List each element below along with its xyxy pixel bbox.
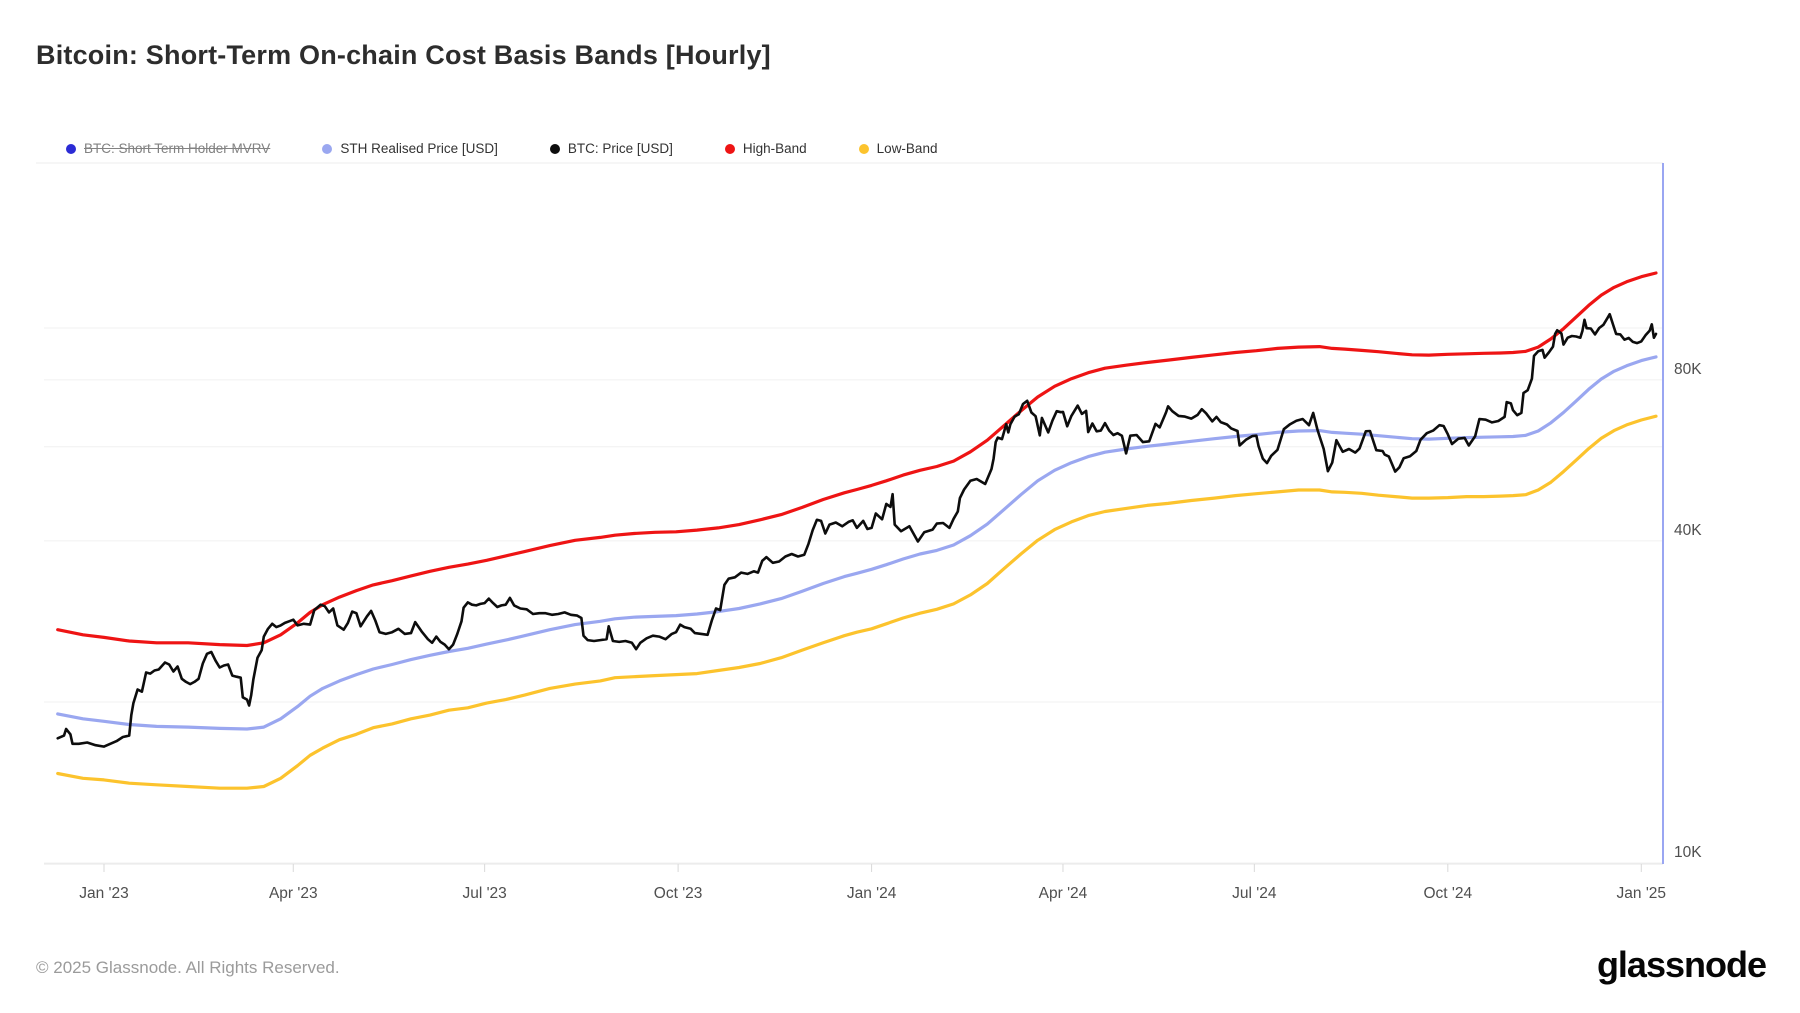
legend-color-dot (858, 143, 869, 154)
legend-label: High-Band (742, 141, 807, 156)
x-axis-label: Jan '25 (1617, 885, 1667, 902)
y-axis-label: 80K (1674, 361, 1702, 378)
legend-color-dot (724, 143, 735, 154)
legend-item-high-band[interactable]: High-Band (724, 141, 807, 156)
y-axis-label: 40K (1674, 522, 1702, 539)
legend-label: BTC: Short Term Holder MVRV (84, 141, 271, 156)
chart-legend: BTC: Short Term Holder MVRV STH Realised … (66, 141, 937, 156)
legend-item-btc-price-usd[interactable]: BTC: Price [USD] (549, 141, 673, 156)
legend-color-dot (66, 143, 76, 154)
legend-label: Low-Band (876, 141, 938, 156)
legend-item-low-band[interactable]: Low-Band (858, 141, 938, 156)
x-axis-label: Oct '24 (1424, 885, 1473, 902)
legend-color-dot (549, 143, 560, 154)
x-axis-label: Jul '24 (1232, 885, 1277, 902)
x-axis-label: Jan '24 (847, 885, 897, 902)
x-axis-label: Jan '23 (79, 885, 129, 902)
legend-item-sth-realised-price-usd[interactable]: STH Realised Price [USD] (322, 141, 498, 156)
x-axis-label: Oct '23 (654, 885, 703, 902)
y-axis-label: 10K (1674, 844, 1702, 861)
legend-label: STH Realised Price [USD] (340, 141, 498, 156)
x-axis-label: Jul '23 (462, 885, 506, 902)
series-sth-realised-price-usd (56, 355, 1658, 731)
x-axis-label: Apr '24 (1039, 885, 1088, 902)
x-axis-label: Apr '23 (269, 885, 318, 902)
copyright-text: © 2025 Glassnode. All Rights Reserved. (36, 958, 340, 977)
series-high-band (56, 271, 1658, 648)
page-title: Bitcoin: Short-Term On-chain Cost Basis … (36, 40, 771, 70)
glassnode-logo: glassnode (1596, 944, 1767, 985)
legend-item-btc-short-term-holder-mvrv[interactable]: BTC: Short Term Holder MVRV (66, 141, 270, 156)
legend-color-dot (322, 143, 333, 154)
series-low-band (56, 414, 1658, 790)
series-btc-price-usd (56, 312, 1658, 748)
legend-label: BTC: Price [USD] (567, 141, 673, 156)
